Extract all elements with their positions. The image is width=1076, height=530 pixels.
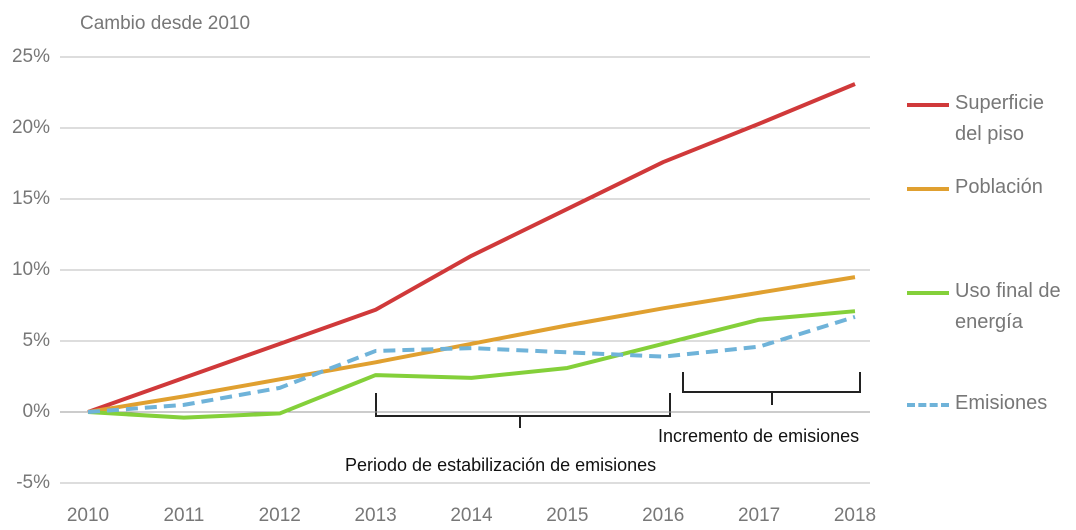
bracket [682,372,861,405]
bracket [375,393,671,428]
series-line [87,309,856,420]
y-tick-label: 0% [23,401,51,422]
x-tick-label: 2017 [738,505,780,526]
y-tick-label: 25% [12,46,50,67]
legend-label: Población [955,176,1043,198]
x-tick-label: 2016 [642,505,684,526]
annotation: Incremento de emisiones [658,426,859,446]
legend-label: Emisiones [955,392,1048,414]
series-line [87,314,856,414]
legend-label: Uso final de energía [955,280,1061,333]
x-tick-label: 2014 [450,505,493,526]
legend-swatch [907,291,949,295]
x-tick-label: 2010 [67,505,109,526]
legend-label: Superficie del piso [955,92,1044,145]
y-tick-label: 20% [12,117,50,138]
y-tick-label: 5% [23,330,51,351]
y-tick-label: 10% [12,259,50,280]
x-tick-label: 2015 [546,505,588,526]
legend-swatch [907,403,949,407]
annotation: Periodo de estabilización de emisiones [345,455,656,475]
x-tick-label: 2018 [834,505,876,526]
x-tick-label: 2012 [259,505,301,526]
x-tick-label: 2011 [163,505,204,526]
legend-swatch [907,187,949,191]
legend-swatch [907,103,949,107]
y-axis-label: Cambio desde 2010 [80,13,250,34]
series-line [87,82,856,414]
y-tick-label: -5% [16,472,50,493]
series-line [87,275,856,414]
y-tick-label: 15% [12,188,50,209]
x-tick-label: 2013 [354,505,396,526]
